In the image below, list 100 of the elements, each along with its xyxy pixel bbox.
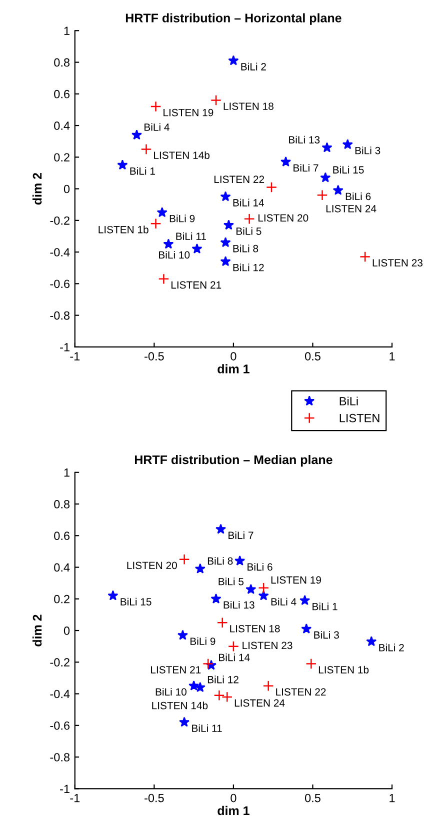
data-label: BiLi 5 bbox=[236, 227, 262, 235]
point bbox=[117, 160, 128, 170]
y-tick-label: -0.4 bbox=[50, 248, 70, 256]
point bbox=[360, 251, 371, 262]
point bbox=[266, 182, 277, 193]
data-label: LISTEN 23 bbox=[242, 642, 292, 650]
x-tick-label: 1 bbox=[390, 794, 395, 802]
data-label: BiLi 6 bbox=[346, 192, 371, 200]
data-label: BiLi 12 bbox=[233, 264, 264, 272]
data-label: LISTEN 22 bbox=[276, 688, 326, 696]
data-label: BiLi 10 bbox=[156, 688, 186, 696]
data-label: BiLi 11 bbox=[192, 724, 222, 732]
y-tick-label: 0.6 bbox=[54, 90, 70, 98]
data-label: LISTEN 20 bbox=[127, 562, 177, 570]
data-label: LISTEN 19 bbox=[271, 576, 321, 584]
y-tick-label: -1 bbox=[60, 784, 70, 793]
data-label: BiLi 2 bbox=[379, 644, 404, 652]
data-label: LISTEN 18 bbox=[224, 102, 274, 110]
x-axis-title: dim 1 bbox=[218, 806, 250, 816]
y-tick-label: -1 bbox=[60, 343, 70, 352]
point bbox=[188, 680, 200, 690]
data-label: LISTEN 14b bbox=[154, 151, 210, 159]
point bbox=[342, 139, 353, 150]
point bbox=[202, 658, 214, 670]
legend-label: LISTEN bbox=[340, 414, 380, 422]
point bbox=[220, 256, 231, 266]
data-label: BiLi 7 bbox=[228, 531, 254, 539]
y-tick-label: -0.8 bbox=[50, 753, 70, 762]
x-tick-label: 0 bbox=[230, 352, 236, 360]
point bbox=[194, 682, 206, 692]
data-label: BiLi 4 bbox=[144, 123, 170, 131]
data-label: BiLi 3 bbox=[355, 146, 380, 154]
data-label: BiLi 5 bbox=[218, 578, 244, 586]
point bbox=[216, 524, 226, 534]
point bbox=[258, 582, 270, 594]
point bbox=[300, 594, 310, 606]
point bbox=[214, 690, 225, 701]
x-tick-label: -0.5 bbox=[144, 794, 164, 802]
point bbox=[306, 658, 317, 670]
data-label: LISTEN 22 bbox=[214, 176, 264, 184]
y-tick-label: 0 bbox=[64, 626, 70, 635]
point bbox=[366, 636, 377, 646]
y-tick-label: -0.8 bbox=[50, 311, 70, 320]
y-tick-label: -0.6 bbox=[50, 280, 70, 288]
data-label: LISTEN 1b bbox=[318, 666, 369, 674]
point bbox=[192, 243, 202, 254]
point bbox=[280, 156, 292, 166]
y-tick-label: 0.2 bbox=[54, 594, 70, 604]
point bbox=[216, 617, 228, 628]
data-label: BiLi 1 bbox=[130, 167, 155, 175]
point bbox=[150, 218, 162, 230]
data-label: BiLi 1 bbox=[312, 602, 338, 610]
data-label: BiLi 15 bbox=[120, 598, 152, 606]
data-label: LISTEN 24 bbox=[234, 699, 285, 707]
point bbox=[222, 691, 233, 702]
y-tick-label: -0.6 bbox=[50, 721, 70, 730]
data-label: LISTEN 23 bbox=[372, 259, 422, 267]
x-tick-label: -1 bbox=[70, 352, 80, 360]
y-tick-label: 0.2 bbox=[54, 153, 70, 162]
point bbox=[194, 563, 206, 574]
data-label: LISTEN 1b bbox=[98, 226, 148, 234]
data-label: BiLi 4 bbox=[271, 598, 296, 606]
x-tick-label: 1 bbox=[390, 352, 395, 360]
y-tick-label: 1 bbox=[64, 26, 70, 35]
x-axis-title: dim 1 bbox=[218, 364, 250, 374]
point bbox=[246, 584, 256, 594]
point bbox=[108, 590, 118, 600]
point bbox=[163, 238, 174, 249]
point bbox=[131, 130, 142, 140]
data-label: LISTEN 21 bbox=[171, 281, 222, 289]
data-label: LISTEN 19 bbox=[164, 108, 214, 116]
y-tick-label: 0.6 bbox=[54, 532, 70, 540]
point bbox=[179, 716, 190, 727]
data-label: BiLi 11 bbox=[176, 232, 206, 240]
x-tick-label: -1 bbox=[70, 794, 80, 802]
y-tick-label: 0.4 bbox=[54, 563, 70, 572]
data-label: LISTEN 24 bbox=[326, 204, 376, 212]
chart-title: HRTF distribution – Horizontal plane bbox=[126, 13, 342, 25]
y-tick-label: -0.4 bbox=[50, 690, 70, 698]
data-label: BiLi 2 bbox=[241, 62, 266, 70]
data-label: BiLi 10 bbox=[159, 250, 190, 259]
y-axis-title: dim 2 bbox=[32, 172, 42, 205]
data-label: BiLi 6 bbox=[248, 563, 272, 571]
point bbox=[220, 237, 231, 248]
data-label: BiLi 3 bbox=[314, 631, 339, 639]
data-label: BiLi 13 bbox=[224, 600, 254, 609]
point bbox=[244, 213, 255, 224]
y-tick-label: 1 bbox=[64, 468, 70, 477]
x-tick-label: 0.5 bbox=[304, 352, 320, 360]
point bbox=[258, 590, 269, 600]
y-tick-label: -0.2 bbox=[50, 658, 70, 667]
data-label: BiLi 12 bbox=[208, 676, 238, 684]
data-label: BiLi 8 bbox=[233, 244, 258, 252]
data-label: BiLi 8 bbox=[208, 557, 233, 565]
y-axis-title: dim 2 bbox=[32, 614, 42, 646]
data-label: BiLi 13 bbox=[289, 136, 320, 144]
point bbox=[228, 640, 239, 652]
point bbox=[320, 172, 331, 182]
point bbox=[156, 207, 168, 218]
data-label: BiLi 9 bbox=[170, 214, 195, 222]
